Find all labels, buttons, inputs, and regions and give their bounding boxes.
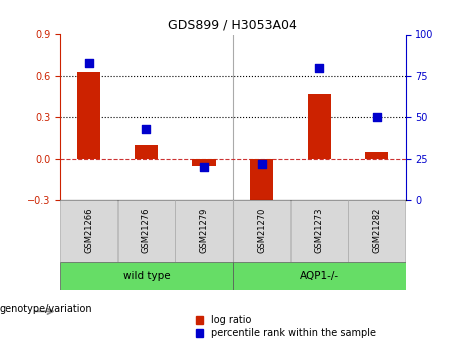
- Bar: [250, 159, 273, 207]
- Legend: log ratio, percentile rank within the sample: log ratio, percentile rank within the sa…: [194, 313, 378, 340]
- Text: AQP1-/-: AQP1-/-: [300, 271, 339, 281]
- Bar: [308, 94, 331, 159]
- Bar: [291, 200, 348, 262]
- Bar: [176, 200, 232, 262]
- Bar: [233, 200, 290, 262]
- Point: [315, 65, 323, 70]
- Bar: [60, 200, 117, 262]
- Point: [200, 164, 207, 170]
- Text: wild type: wild type: [123, 271, 170, 281]
- Text: GSM21276: GSM21276: [142, 207, 151, 253]
- Bar: [365, 152, 388, 159]
- Text: genotype/variation: genotype/variation: [0, 304, 93, 314]
- Point: [373, 115, 381, 120]
- Bar: [77, 72, 100, 159]
- Bar: [60, 262, 233, 290]
- Bar: [193, 159, 216, 166]
- Text: GSM21279: GSM21279: [200, 207, 208, 253]
- Text: GSM21282: GSM21282: [372, 207, 381, 253]
- Bar: [118, 200, 175, 262]
- Text: GSM21270: GSM21270: [257, 207, 266, 253]
- Point: [85, 60, 92, 66]
- Bar: [349, 200, 405, 262]
- Title: GDS899 / H3053A04: GDS899 / H3053A04: [168, 19, 297, 32]
- Bar: [135, 145, 158, 159]
- Text: GSM21266: GSM21266: [84, 207, 93, 253]
- Bar: [233, 262, 406, 290]
- Point: [142, 126, 150, 132]
- Point: [258, 161, 266, 166]
- Text: GSM21273: GSM21273: [315, 207, 324, 253]
